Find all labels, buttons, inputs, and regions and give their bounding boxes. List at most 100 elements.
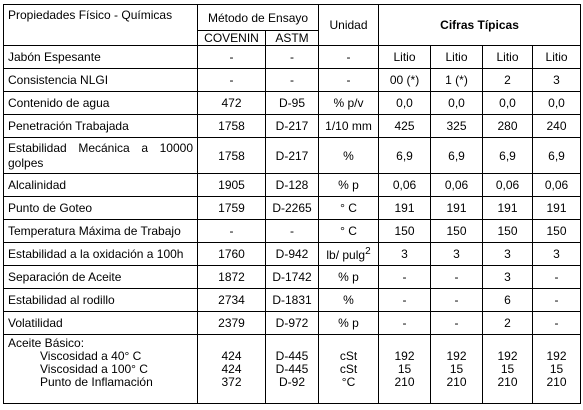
unit-text: lb/ pulg <box>326 248 366 262</box>
sub-value: cSt <box>339 362 358 376</box>
value-cell: 1760 <box>197 242 266 266</box>
value-cell: 280 <box>482 114 534 138</box>
table-row: Aceite Básico: Viscosidad a 40° C Viscosid… <box>3 334 582 404</box>
sub-property: Viscosidad a 40° C <box>40 349 142 363</box>
value-cell: - <box>318 45 380 69</box>
value-cell: 192 15 210 <box>482 334 534 404</box>
value-cell: - <box>197 68 266 92</box>
value-cell: D-445 D-445 D-92 <box>264 334 320 404</box>
value-cell: D-972 <box>264 311 320 335</box>
property-cell: Punto de Goteo <box>3 196 198 220</box>
value-cell: 6,9 <box>532 137 582 174</box>
property-cell: Separación de Aceite <box>3 265 198 289</box>
value-cell: D-2265 <box>264 196 320 220</box>
value-cell: Litio <box>430 45 484 69</box>
value-cell: 3 <box>532 68 582 92</box>
sub-value: 424 <box>221 349 242 363</box>
value-cell: 150 <box>532 219 582 243</box>
value-cell: - <box>430 311 484 335</box>
value-cell: 6 <box>482 288 534 312</box>
sub-value: 210 <box>446 375 467 389</box>
value-cell: 3 <box>482 265 534 289</box>
value-cell: 240 <box>532 114 582 138</box>
value-cell: 1759 <box>197 196 266 220</box>
value-cell: % <box>318 137 380 174</box>
value-cell: cSt cSt °C <box>318 334 380 404</box>
sub-value: 372 <box>221 375 242 389</box>
property-cell: Estabilidad Mecánica a 10000 golpes <box>3 137 198 174</box>
value-cell: D-942 <box>264 242 320 266</box>
value-cell: 1758 <box>197 137 266 174</box>
table-row: Consistencia NLGI - - -00 (*) 1 (*) 2 3 <box>3 68 582 92</box>
header-cell: Método de Ensayo <box>196 4 320 31</box>
value-cell: 1758 <box>197 114 266 138</box>
value-cell: 00 (*) <box>378 68 432 92</box>
value-cell: 0,06 <box>378 173 432 197</box>
value-cell: - <box>264 219 320 243</box>
sub-value: 192 <box>446 349 467 363</box>
unit-sup: 2 <box>365 246 371 257</box>
value-cell: D-95 <box>264 91 320 115</box>
value-cell: 150 <box>430 219 484 243</box>
sub-value: D-445 <box>275 362 309 376</box>
value-cell: 3 <box>482 242 534 266</box>
value-cell: 150 <box>482 219 534 243</box>
value-cell: 472 <box>197 91 266 115</box>
value-cell: - <box>378 311 432 335</box>
value-cell: 424 424 372 <box>197 334 266 404</box>
value-cell: - <box>197 45 266 69</box>
sub-value: 424 <box>221 362 242 376</box>
table-row: Contenido de agua 472 D-95% p/v 0,0 0,0 0,0 0,… <box>3 91 582 115</box>
table-row: Estabilidad a la oxidación a 100h 1760 D-9… <box>3 242 582 266</box>
property-cell: Aceite Básico: Viscosidad a 40° C Viscosid… <box>3 334 198 404</box>
property-cell: Alcalinidad <box>3 173 198 197</box>
header-cell: ASTM <box>264 30 320 46</box>
value-cell: D-128 <box>264 173 320 197</box>
property-cell: Consistencia NLGI <box>3 68 198 92</box>
value-cell: - <box>430 288 484 312</box>
value-cell: % p <box>318 265 380 289</box>
value-cell: 3 <box>378 242 432 266</box>
table-body: Propiedades Físico - Químicas Método de … <box>3 4 582 404</box>
value-cell: % p/v <box>318 91 380 115</box>
sub-value: 192 <box>546 349 567 363</box>
sub-value: 192 <box>394 349 415 363</box>
value-cell: 0,0 <box>378 91 432 115</box>
value-cell: ° C <box>318 219 380 243</box>
sub-value: °C <box>341 375 356 389</box>
value-cell: % p <box>318 173 380 197</box>
property-cell: Jabón Espesante <box>3 45 198 69</box>
value-cell: 0,0 <box>482 91 534 115</box>
value-cell: 1 (*) <box>430 68 484 92</box>
value-cell: Litio <box>532 45 582 69</box>
value-cell: D-217 <box>264 137 320 174</box>
value-cell: - <box>430 265 484 289</box>
value-cell: 0,06 <box>482 173 534 197</box>
header-text: Cifras Típicas <box>440 18 519 32</box>
property-cell: Contenido de agua <box>3 91 198 115</box>
value-cell: 2379 <box>197 311 266 335</box>
value-cell: 0,0 <box>532 91 582 115</box>
table-row: Alcalinidad 1905 D-128% p 0,06 0,06 0,06 0,06 <box>3 173 582 197</box>
value-cell: 6,9 <box>378 137 432 174</box>
sub-property: Punto de Inflamación <box>40 375 153 389</box>
value-cell: - <box>318 68 380 92</box>
value-cell: - <box>264 68 320 92</box>
value-cell: 191 <box>532 196 582 220</box>
value-cell: - <box>532 311 582 335</box>
table-row: Penetración Trabajada 1758 D-217 1/10 mm 425… <box>3 114 582 138</box>
value-cell: 191 <box>482 196 534 220</box>
value-cell: 2 <box>482 68 534 92</box>
value-cell: - <box>378 288 432 312</box>
value-cell: 1872 <box>197 265 266 289</box>
sub-value: cSt <box>339 349 358 363</box>
properties-table: Propiedades Físico - Químicas Método de … <box>3 4 582 404</box>
value-cell: 192 15 210 <box>532 334 582 404</box>
header-row: Propiedades Físico - Químicas Método de … <box>3 4 582 46</box>
sub-value: 15 <box>449 362 464 376</box>
sub-value: 15 <box>397 362 412 376</box>
sub-value: 15 <box>549 362 564 376</box>
value-cell: D-1742 <box>264 265 320 289</box>
sub-value: 210 <box>394 375 415 389</box>
